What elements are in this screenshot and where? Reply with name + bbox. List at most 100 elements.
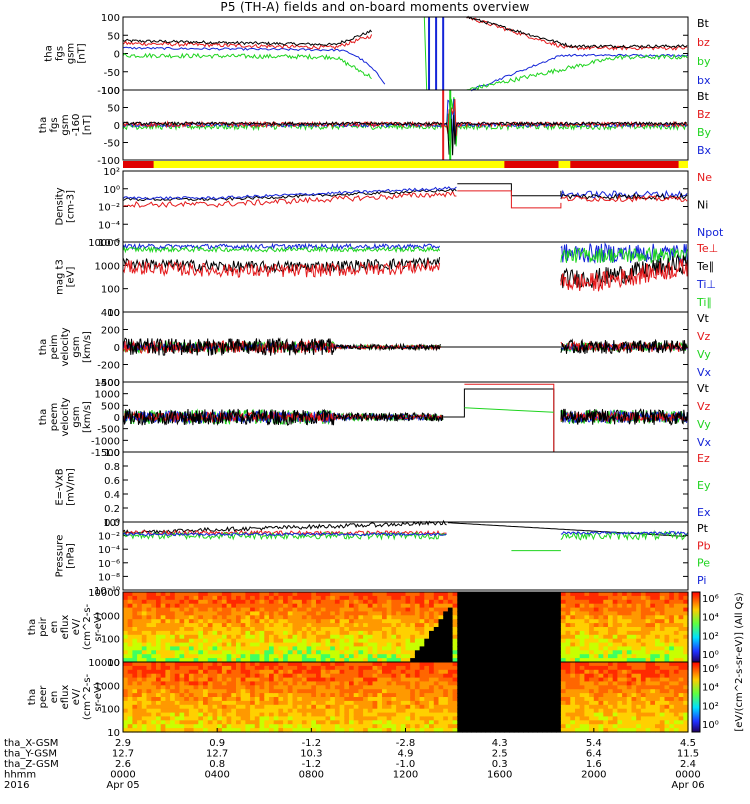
heat-cell [457,677,463,683]
heat-cell [640,673,647,679]
heat-cell [316,662,322,667]
heat-cell [316,599,322,605]
heat-cell [165,704,171,710]
heat-cell [419,646,425,651]
heat-cell [377,724,383,729]
heat-cell [452,697,458,702]
heat-cell [579,595,585,601]
heat-cell [283,642,289,648]
heat-cell [372,654,378,659]
heat-cell [334,669,341,675]
heat-cell [640,704,647,710]
heat-cell [386,634,392,640]
heat-cell [523,619,529,624]
heat-cell [476,665,482,671]
heat-cell [221,712,228,718]
heat-cell [358,677,364,683]
heat-cell [443,642,449,648]
heat-cell [612,646,618,651]
heat-cell [542,607,548,613]
heat-cell [551,627,557,632]
heat-cell [523,615,529,620]
heat-cell [396,634,402,640]
y-tick-label: -100 [97,86,120,97]
heat-cell [123,627,129,632]
heat-cell [349,673,355,679]
heat-cell [311,630,317,636]
heat-cell [396,650,402,655]
heat-cell [414,677,421,683]
heat-cell [306,697,312,702]
heat-cell [363,728,369,733]
heat-cell [400,638,407,644]
heat-cell [419,611,425,616]
heat-cell [236,665,242,671]
heat-cell [127,627,133,632]
heat-cell [165,662,171,667]
heat-cell [311,728,317,733]
heat-cell [626,712,633,718]
heat-cell [339,599,345,605]
heat-cell [372,673,378,679]
heat-cell [608,615,614,620]
heat-cell [556,708,562,714]
heat-cell [424,673,430,679]
heat-cell [631,654,637,659]
heat-cell [278,603,284,609]
heat-cell [598,658,604,663]
heat-cell [320,611,327,616]
heat-cell [344,681,350,686]
heat-cell [664,677,670,683]
heat-cell [254,728,261,733]
heat-cell [226,623,232,628]
heat-cell [626,689,633,694]
heat-cell [320,700,327,706]
heat-cell [405,623,411,628]
heat-cell [617,673,623,679]
heat-cell [386,592,392,597]
heat-cell [269,673,275,679]
heat-cell [495,603,501,609]
heat-cell [532,627,538,632]
heat-cell [174,634,181,640]
heat-cell [509,685,515,690]
x-row-value: 6.4 [586,749,602,760]
heat-cell [372,728,378,733]
heat-cell [146,592,152,597]
heat-cell [546,685,553,690]
heat-cell [640,646,647,651]
heat-cell [608,658,614,663]
heat-cell [127,693,133,698]
heat-cell [556,728,562,733]
heat-cell [217,650,223,655]
heat-cell [382,677,388,683]
heat-cell [146,654,152,659]
heat-cell [273,630,279,636]
heat-cell [645,669,651,675]
heat-cell [250,716,256,721]
heat-cell [207,677,214,683]
y-tick-label: -1500 [91,448,120,459]
heat-cell [480,681,487,686]
heat-cell [518,642,524,648]
heat-cell [438,665,444,671]
heat-cell [664,689,670,694]
heat-cell [565,700,571,706]
heat-cell [184,646,190,651]
heat-cell [518,662,524,667]
heat-cell [269,669,275,675]
heat-cell [325,665,331,671]
heat-cell [400,611,407,616]
heat-cell [198,673,204,679]
heat-cell [245,592,251,597]
heat-cell [598,689,604,694]
heat-cell [495,720,501,725]
heat-cell [363,592,369,597]
y-axis-label-line: tha [27,689,38,705]
heat-cell [438,720,444,725]
heat-cell [433,650,440,655]
heat-cell [527,615,534,620]
heat-cell [495,665,501,671]
heat-cell [551,658,557,663]
heat-cell [292,646,298,651]
